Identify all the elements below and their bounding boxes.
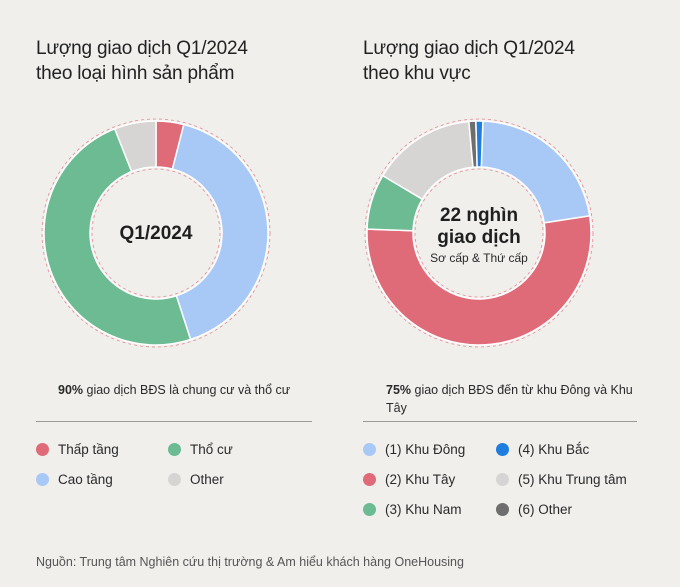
legend-label: (5) Khu Trung tâm [518,472,627,487]
inner-dashed-ring [414,168,544,298]
donut-slice [43,127,192,346]
right-center-line1: 22 nghìn [440,205,518,226]
legend-label: Cao tầng [58,472,113,487]
region-donut-chart: 22 nghìn giao dịch Sơ cấp & Thứ cấp [364,118,594,348]
legend-item-tho-cu: Thổ cư [168,441,233,459]
blue-dot-icon [363,443,376,456]
legend-label: Thổ cư [190,442,233,457]
legend-label: (4) Khu Bắc [518,442,590,457]
right-center-sub: Sơ cấp & Thứ cấp [430,251,528,265]
left-divider [36,421,312,422]
legend-item-thap-tang: Thấp tầng [36,441,119,459]
left-title-line1: Lượng giao dịch Q1/2024 [36,38,248,59]
donut-slice [366,215,592,346]
darkblue-dot-icon [496,443,509,456]
legend-label: Thấp tầng [58,442,119,457]
source-note: Nguồn: Trung tâm Nghiên cứu thị trường &… [36,555,464,569]
left-chart-title: Lượng giao dịch Q1/2024 theo loại hình s… [36,36,248,86]
donut-slice [475,120,484,168]
left-center-label: Q1/2024 [120,223,193,244]
product-type-donut-chart: Q1/2024 [41,118,271,348]
left-note: 90% giao dịch BĐS là chung cư và thổ cư [58,381,308,399]
outer-dashed-ring [41,118,271,348]
legend-label: (6) Other [518,502,573,517]
legend-label: (3) Khu Nam [385,502,462,517]
legend-item-other: Other [168,471,224,489]
green-dot-icon [168,443,181,456]
legend-item-khu-tay: (2) Khu Tây [363,471,455,489]
legend-label: (1) Khu Đông [385,442,466,457]
outer-dashed-ring [364,118,594,348]
donut-slice [171,123,269,341]
right-slices [366,120,592,346]
legend-item-khu-nam: (3) Khu Nam [363,501,462,519]
legend-item-khu-trung-tam: (5) Khu Trung tâm [496,471,627,489]
darkgray-dot-icon [496,503,509,516]
legend-item-khu-bac: (4) Khu Bắc [496,441,589,459]
right-title-line2: theo khu vực [363,63,471,84]
red-dot-icon [363,473,376,486]
gray-dot-icon [168,473,181,486]
left-title-line2: theo loại hình sản phẩm [36,63,235,84]
gray-dot-icon [496,473,509,486]
left-note-bold: 90% [58,383,84,397]
legend-label: Other [190,472,224,487]
left-note-text: giao dịch BĐS là chung cư và thổ cư [83,383,291,397]
legend-item-khu-dong: (1) Khu Đông [363,441,465,459]
legend-item-other: (6) Other [496,501,572,519]
legend-item-cao-tang: Cao tầng [36,471,113,489]
inner-dashed-ring [91,168,221,298]
legend-label: (2) Khu Tây [385,472,456,487]
donut-slice [113,120,157,173]
blue-dot-icon [36,473,49,486]
right-divider [363,421,637,422]
red-dot-icon [36,443,49,456]
right-title-line1: Lượng giao dịch Q1/2024 [363,38,575,59]
right-center-line2: giao dịch [437,227,520,248]
right-note-bold: 75% [386,383,412,397]
right-note: 75% giao dịch BĐS đến từ khu Đông và Khu… [386,381,636,417]
green-dot-icon [363,503,376,516]
right-chart-title: Lượng giao dịch Q1/2024 theo khu vực [363,36,575,86]
left-slices [43,120,269,346]
right-note-text: giao dịch BĐS đến từ khu Đông và Khu Tây [386,383,633,415]
